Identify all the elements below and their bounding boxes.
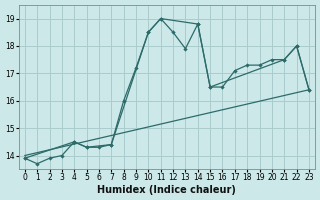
- X-axis label: Humidex (Indice chaleur): Humidex (Indice chaleur): [98, 185, 236, 195]
